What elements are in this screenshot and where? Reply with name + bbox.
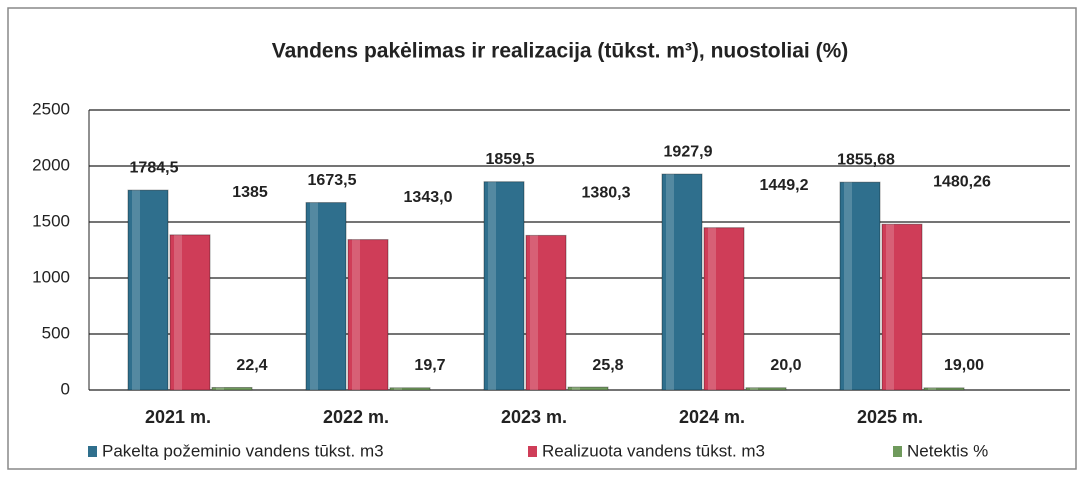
bar (525, 234, 567, 391)
value-label: 1673,5 (308, 172, 357, 189)
bar-shade (572, 387, 580, 390)
value-label: 1784,5 (130, 159, 179, 176)
bar (211, 386, 253, 391)
value-label: 19,00 (944, 357, 984, 374)
legend-swatch (88, 446, 97, 457)
x-tick-label: 2021 m. (145, 407, 211, 427)
bar-shade (530, 235, 538, 390)
value-label: 1480,26 (933, 173, 991, 190)
value-label: 25,8 (592, 357, 623, 374)
bar-shade (132, 190, 140, 390)
legend-swatch (893, 446, 902, 457)
bar-shade (216, 387, 224, 390)
value-label: 1855,68 (837, 151, 895, 168)
bar (661, 173, 703, 391)
bar-shade (352, 239, 360, 390)
y-tick-label: 500 (42, 323, 70, 342)
bar (703, 227, 745, 391)
value-label: 1380,3 (582, 185, 631, 202)
bar (305, 202, 347, 391)
bar (127, 189, 169, 391)
bar-shade (174, 234, 182, 390)
bar (745, 387, 787, 391)
bar-shade (750, 387, 758, 390)
y-tick-label: 0 (61, 379, 70, 398)
x-tick-label: 2024 m. (679, 407, 745, 427)
x-tick-label: 2022 m. (323, 407, 389, 427)
bar (567, 386, 609, 391)
bar (839, 181, 881, 391)
y-tick-label: 1000 (32, 267, 70, 286)
value-label: 19,7 (414, 357, 445, 374)
bar-shade (844, 182, 852, 390)
x-tick-label: 2025 m. (857, 407, 923, 427)
value-label: 1343,0 (404, 189, 453, 206)
bar (169, 234, 211, 391)
bar-shade (928, 387, 936, 390)
value-label: 20,0 (770, 357, 801, 374)
bar-shade (310, 202, 318, 390)
y-tick-label: 2500 (32, 99, 70, 118)
bar-shade (488, 181, 496, 390)
bar (347, 239, 389, 391)
chart-title: Vandens pakėlimas ir realizacija (tūkst.… (272, 40, 849, 63)
bar (881, 223, 923, 391)
legend-label: Pakelta požeminio vandens tūkst. m3 (102, 441, 384, 460)
x-tick-label: 2023 m. (501, 407, 567, 427)
bar (389, 387, 431, 391)
bar (483, 181, 525, 391)
value-label: 1927,9 (664, 143, 713, 160)
value-label: 1859,5 (486, 151, 535, 168)
bar-shade (394, 387, 402, 390)
bar-shade (708, 227, 716, 390)
y-tick-label: 2000 (32, 155, 70, 174)
value-label: 1449,2 (760, 177, 809, 194)
bar-shade (666, 174, 674, 390)
y-tick-label: 1500 (32, 211, 70, 230)
value-label: 1385 (232, 184, 268, 201)
bar-shade (886, 224, 894, 390)
value-label: 22,4 (236, 357, 267, 374)
legend-label: Realizuota vandens tūkst. m3 (542, 441, 765, 460)
bar (923, 387, 965, 391)
legend-label: Netektis % (907, 441, 988, 460)
legend-swatch (528, 446, 537, 457)
